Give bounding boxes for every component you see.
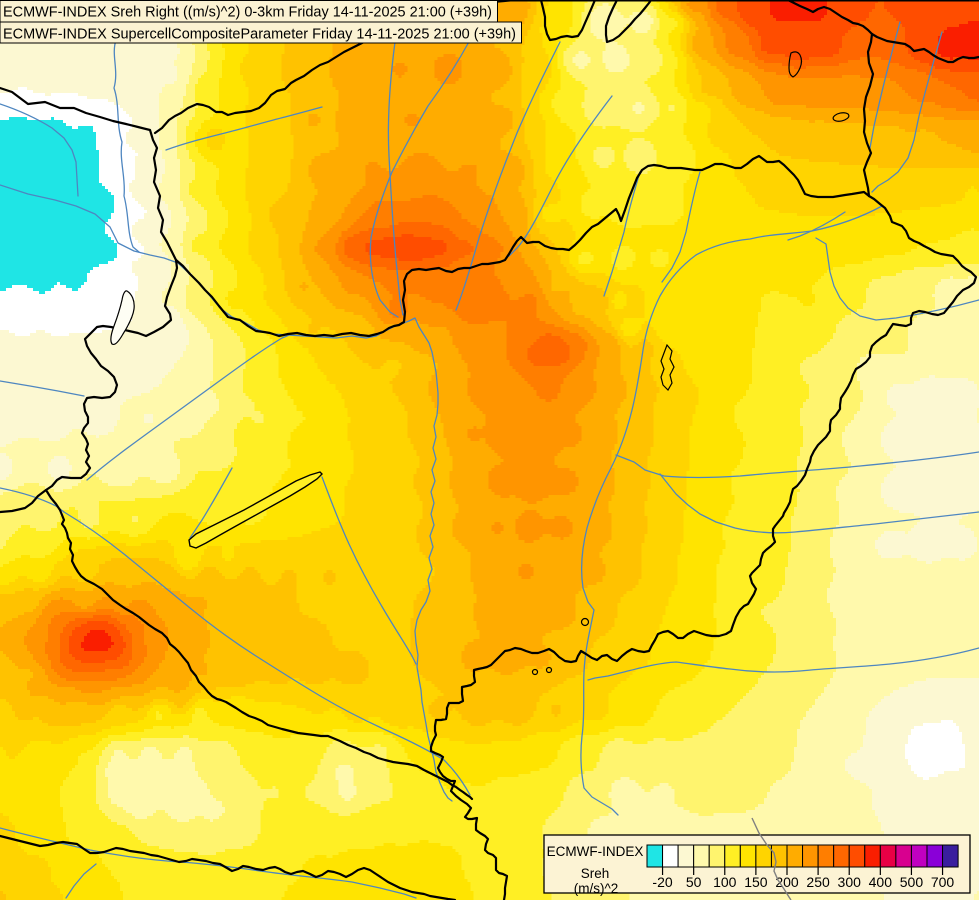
svg-text:300: 300 — [838, 874, 862, 890]
svg-text:250: 250 — [806, 874, 830, 890]
svg-text:(m/s)^2: (m/s)^2 — [574, 881, 619, 896]
svg-text:400: 400 — [869, 874, 893, 890]
svg-text:100: 100 — [713, 874, 737, 890]
svg-text:Sreh: Sreh — [581, 866, 610, 881]
svg-text:500: 500 — [900, 874, 924, 890]
svg-text:50: 50 — [686, 874, 702, 890]
svg-text:-20: -20 — [652, 874, 672, 890]
svg-text:ECMWF-INDEX: ECMWF-INDEX — [547, 844, 644, 859]
svg-text:ECMWF-INDEX SupercellComposite: ECMWF-INDEX SupercellCompositeParameter … — [3, 26, 516, 42]
svg-text:ECMWF-INDEX Sreh Right ((m/s)^: ECMWF-INDEX Sreh Right ((m/s)^2) 0-3km F… — [3, 4, 492, 20]
svg-text:150: 150 — [744, 874, 768, 890]
svg-text:700: 700 — [931, 874, 955, 890]
